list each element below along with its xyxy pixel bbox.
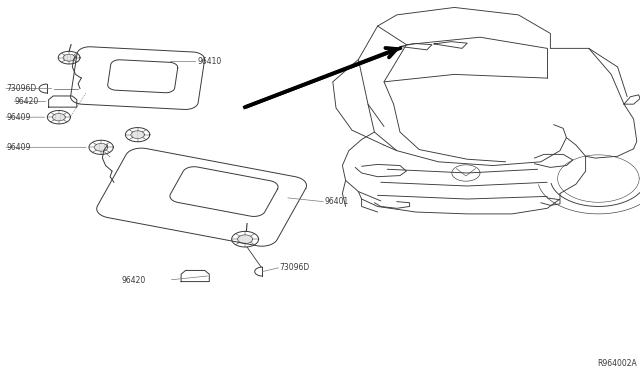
Text: 73096D: 73096D	[6, 84, 36, 93]
Text: 96409: 96409	[6, 113, 31, 122]
Text: 96420: 96420	[122, 276, 146, 285]
Text: 96401: 96401	[324, 198, 349, 206]
Text: R964002A: R964002A	[597, 359, 637, 368]
Text: 73096D: 73096D	[280, 263, 310, 272]
Text: 96410: 96410	[197, 57, 221, 66]
Text: 96409: 96409	[6, 143, 31, 152]
Text: 96420: 96420	[15, 97, 39, 106]
